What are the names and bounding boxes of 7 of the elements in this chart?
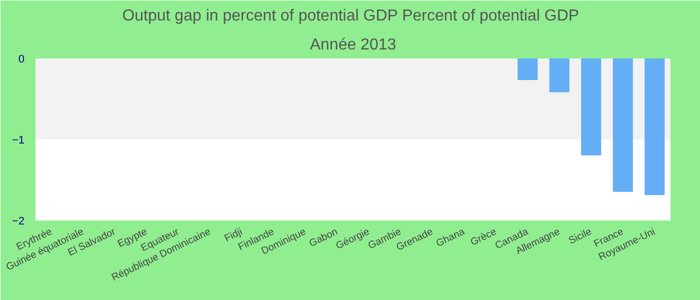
chart-subtitle: Année 2013 [310,36,396,54]
x-tick-label: Sicile [567,226,594,247]
chart-title: Output gap in percent of potential GDP Percent of potential GDP [122,8,580,24]
y-tick-label: −2 [12,216,25,228]
y-tick-label: −1 [12,134,25,146]
x-tick-label: Ghana [434,226,467,250]
y-tick-label: 0 [18,54,25,66]
